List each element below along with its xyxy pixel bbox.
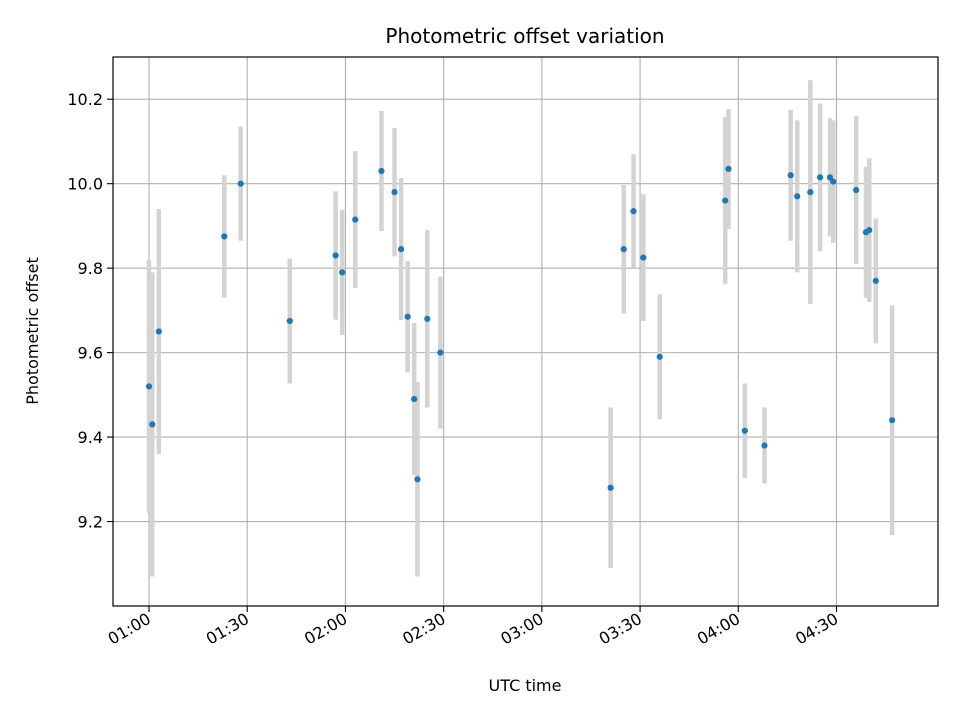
data-point [332, 252, 339, 259]
data-point [826, 174, 834, 181]
data-point [391, 189, 398, 196]
y-tick-label: 10.0 [67, 175, 103, 194]
chart-title: Photometric offset variation [385, 24, 664, 48]
y-tick-label: 9.8 [78, 259, 103, 278]
data-point [414, 476, 421, 483]
data-point [853, 186, 860, 194]
data-point [794, 193, 801, 200]
data-point [741, 427, 748, 434]
y-tick-label: 10.2 [67, 90, 103, 109]
y-tick-label: 9.2 [78, 513, 103, 532]
data-point [807, 189, 814, 196]
plot-frame [112, 56, 939, 607]
data-point [221, 233, 228, 240]
data-point [889, 417, 896, 424]
data-point [817, 174, 824, 181]
data-point [607, 484, 614, 491]
data-point [722, 197, 729, 204]
data-point [155, 328, 162, 335]
y-axis-label: Photometric offset [23, 257, 42, 405]
data-points [145, 165, 896, 491]
y-axis: 9.2 9.4 9.6 9.8 10.0 10.2 [67, 90, 113, 532]
data-point [620, 246, 627, 253]
data-point [286, 317, 293, 325]
data-point [630, 208, 637, 215]
grid [113, 57, 938, 606]
data-point [640, 254, 647, 261]
data-point [830, 178, 837, 185]
data-point [352, 216, 359, 223]
data-point [411, 395, 418, 403]
data-point [787, 172, 794, 179]
y-tick-label: 9.6 [78, 344, 103, 363]
data-point [725, 165, 732, 173]
data-point [404, 313, 411, 320]
data-point [872, 277, 879, 284]
data-point [378, 167, 385, 175]
y-tick-label: 9.4 [78, 428, 103, 447]
data-point [437, 349, 444, 356]
data-point [424, 315, 431, 322]
x-axis-label: UTC time [489, 676, 562, 695]
data-point [339, 269, 346, 276]
data-point [237, 180, 244, 187]
data-point [149, 421, 156, 428]
data-point [145, 383, 153, 390]
data-point [656, 353, 663, 360]
data-point [397, 246, 405, 253]
data-point [866, 227, 873, 234]
data-point [761, 442, 768, 449]
